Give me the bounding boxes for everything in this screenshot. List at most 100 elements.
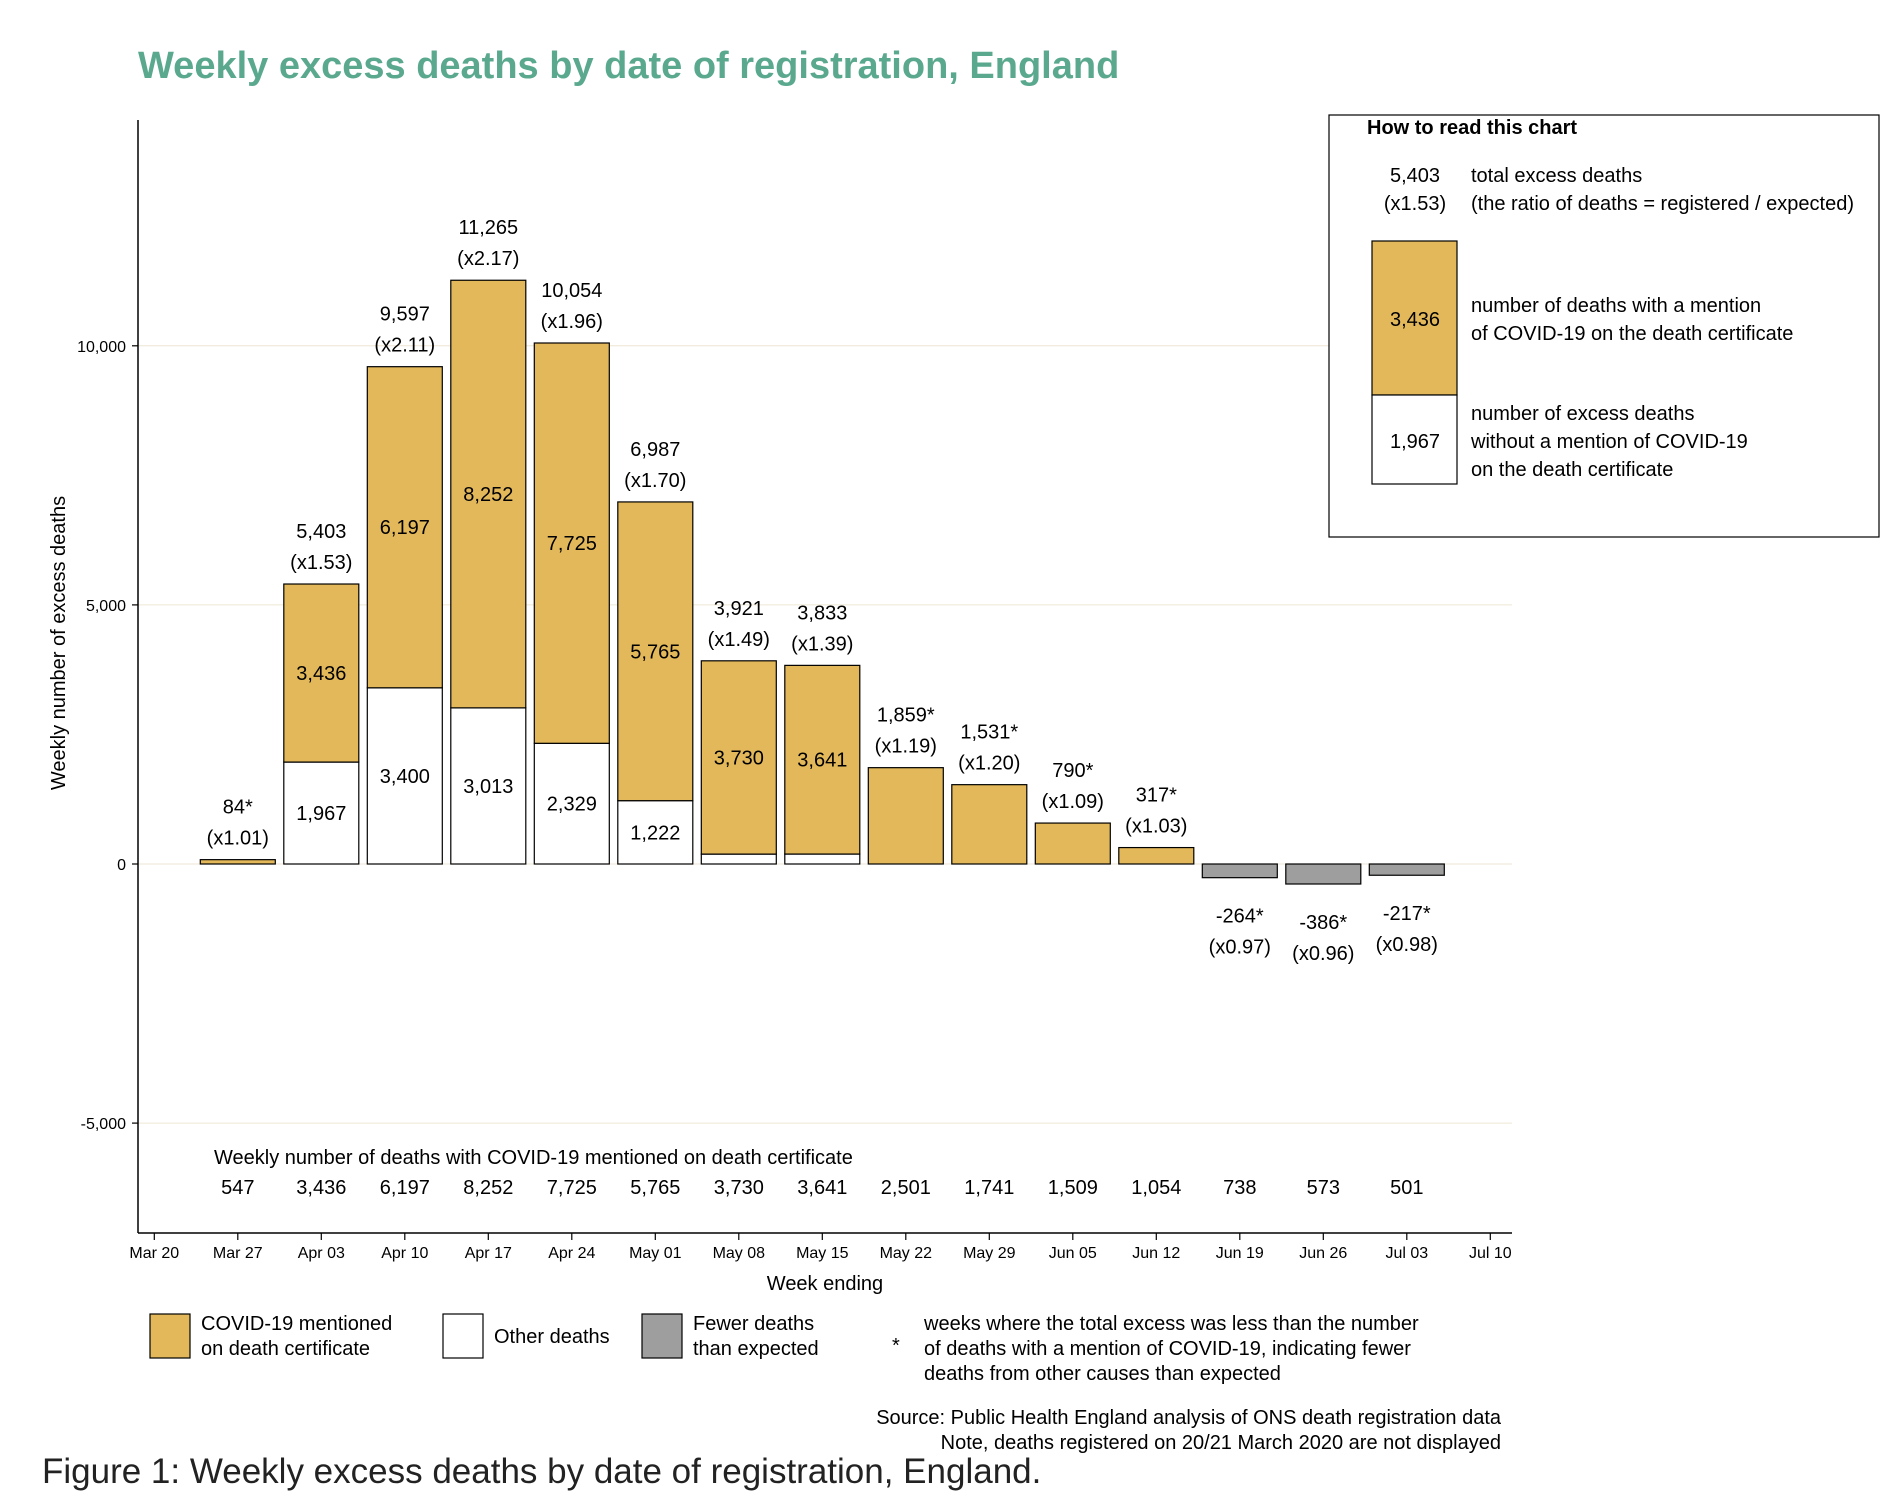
how-to-read-total-desc-2: (the ratio of deaths = registered / expe… [1471,193,1854,215]
y-tick-label: 0 [117,857,126,874]
bar-ratio-label: (x1.03) [1125,816,1187,838]
how-to-read-ratio: (x1.53) [1384,193,1446,215]
bar-other-label: 1,222 [630,822,680,844]
bar-covid-label: 7,725 [547,533,597,555]
how-to-read-other-desc-3: on the death certificate [1471,459,1673,481]
bar-ratio-label: (x0.96) [1292,943,1354,965]
legend-fewer-swatch [641,1313,683,1359]
bar-total-label: 3,833 [797,602,847,624]
bar-total-label: -386* [1299,912,1347,934]
bar-ratio-label: (x1.70) [624,470,686,492]
x-axis-ticks: Mar 20 Mar 27 Apr 03 Apr 10 Apr 17 Apr 24 May … [129,1233,1512,1262]
covid-mentioned-value: 3,730 [714,1177,764,1199]
bar-total-label: 10,054 [541,280,602,302]
covid-mentioned-value: 738 [1223,1177,1256,1199]
how-to-read-covid-desc-2: of COVID-19 on the death certificate [1471,323,1793,345]
bar-covid-label: 6,197 [380,517,430,539]
covid-mentioned-row: 547 3,436 6,197 8,252 7,725 5,765 3,730 3,641 2,… [221,1177,1423,1199]
covid-mentioned-value: 501 [1390,1177,1423,1199]
bar-fewer [1201,863,1278,879]
bar-total-label: -264* [1216,906,1264,928]
figure-caption: Figure 1: Weekly excess deaths by date o… [42,1452,1042,1491]
bar-total-label: -217* [1383,903,1431,925]
bar-covid [533,342,610,744]
covid-mentioned-title: Weekly number of deaths with COVID-19 me… [214,1147,853,1169]
bar-total-label: 1,859* [877,705,935,727]
how-to-read-total-desc-1: total excess deaths [1471,165,1642,187]
covid-mentioned-value: 5,765 [630,1177,680,1199]
bar-covid [366,366,443,689]
x-tick-label: Jun 19 [1216,1245,1264,1262]
how-to-read-total: 5,403 [1390,165,1440,187]
legend-fewer-label-2: than expected [693,1338,819,1360]
bar-total-label: 5,403 [296,521,346,543]
y-axis-ticks: 10,000 5,000 0 -5,000 [77,339,138,1133]
bar-total-label: 1,531* [960,722,1018,744]
bar-covid [1118,846,1195,865]
legend: COVID-19 mentioned on death certificate … [149,1313,1419,1385]
bar-total-label: 6,987 [630,439,680,461]
covid-mentioned-value: 7,725 [547,1177,597,1199]
bar-other [617,800,694,865]
bars [199,279,1445,885]
bar-covid [951,784,1028,865]
bar-total-label: 9,597 [380,304,430,326]
x-tick-label: Jul 10 [1469,1245,1512,1262]
covid-mentioned-value: 2,501 [881,1177,931,1199]
bar-covid [199,859,276,865]
bar-total-label: 790* [1052,760,1093,782]
bar-other-label: 3,013 [463,776,513,798]
covid-mentioned-value: 3,436 [296,1177,346,1199]
how-to-read-covid-desc-1: number of deaths with a mention [1471,295,1761,317]
bar-covid-label: 8,252 [463,484,513,506]
bar-covid [700,660,777,855]
bar-total-label: 11,265 [458,217,518,239]
y-tick-label: 10,000 [77,339,126,356]
legend-star-symbol: * [892,1335,900,1357]
x-tick-label: May 22 [880,1245,933,1262]
bar-other [450,707,527,865]
bar-ratio-label: (x1.09) [1042,791,1104,813]
x-tick-label: Jul 03 [1385,1245,1428,1262]
how-to-read-other-swatch [1371,394,1458,485]
legend-fewer-label-1: Fewer deaths [693,1313,814,1335]
how-to-read-other-value: 1,967 [1390,431,1440,453]
x-tick-label: Apr 10 [381,1245,428,1262]
legend-covid-swatch [149,1313,191,1359]
covid-mentioned-value: 3,641 [797,1177,847,1199]
bar-other-label: 1,967 [296,803,346,825]
bar-covid-label: 3,641 [797,750,847,772]
how-to-read-heading: How to read this chart [1367,117,1577,139]
bar-other [366,687,443,865]
bar-total-label: 3,921 [714,598,764,620]
bar-other [533,742,610,865]
legend-covid-label-1: COVID-19 mentioned [201,1313,392,1335]
x-tick-label: May 15 [796,1245,849,1262]
bar-covid-label: 3,730 [714,747,764,769]
legend-other-swatch [442,1313,484,1359]
how-to-read-covid-swatch [1371,240,1458,396]
bar-ratio-label: (x0.98) [1376,934,1438,956]
covid-mentioned-value: 1,509 [1048,1177,1098,1199]
bar-other-label: 2,329 [547,794,597,816]
bar-ratio-label: (x1.01) [207,828,269,850]
x-tick-label: Apr 24 [548,1245,595,1262]
how-to-read-box: How to read this chart 5,403 (x1.53) tot… [1328,114,1880,538]
covid-mentioned-value: 1,054 [1131,1177,1181,1199]
legend-other-label: Other deaths [494,1326,610,1348]
x-axis-label: Week ending [767,1273,883,1295]
chart-title: Weekly excess deaths by date of registra… [138,45,1119,87]
bar-ratio-label: (x1.49) [708,629,770,651]
y-tick-label: 5,000 [86,598,126,615]
bar-fewer [1285,863,1362,885]
how-to-read-other-desc-2: without a mention of COVID-19 [1470,431,1748,453]
x-tick-label: Mar 20 [129,1245,179,1262]
how-to-read-other-desc-1: number of excess deaths [1471,403,1694,425]
x-tick-label: May 01 [629,1245,682,1262]
bar-fewer [1368,863,1445,876]
source-note-1: Source: Public Health England analysis o… [876,1407,1502,1429]
data-labels: 84* (x1.01) 3,436 1,967 5,403 (x1.53) 6,197 3,4… [207,217,1438,965]
bar-ratio-label: (x2.11) [374,335,435,357]
bar-ratio-label: (x1.19) [875,736,937,758]
